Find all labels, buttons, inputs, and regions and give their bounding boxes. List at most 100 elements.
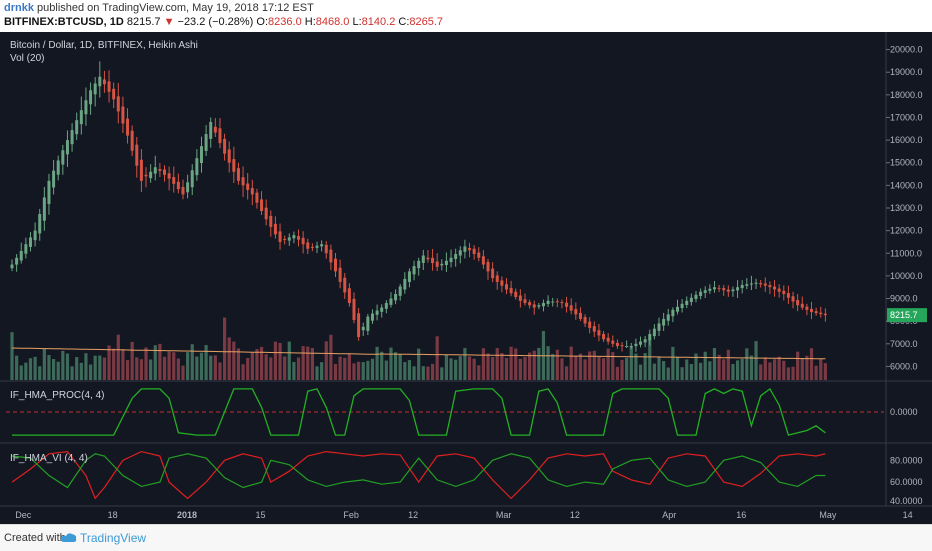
- symbol-label: BITFINEX:BTCUSD, 1D: [4, 16, 124, 28]
- candle-body: [685, 300, 689, 306]
- volume-bar: [791, 366, 795, 380]
- volume-bar: [75, 357, 79, 380]
- time-tick-label: May: [819, 510, 837, 520]
- chart-area[interactable]: 0.0000 80.0000 60.0000 40.0000 6000.0 7000.…: [0, 32, 932, 524]
- candle-body: [454, 254, 458, 259]
- candle-body: [384, 303, 388, 309]
- tradingview-cloud-icon: [60, 533, 77, 542]
- price-tick-label: 13000.0: [890, 203, 923, 213]
- candle-body: [56, 160, 60, 175]
- candle-body: [24, 244, 28, 254]
- volume-bar: [158, 343, 162, 380]
- volume-bar: [606, 348, 610, 380]
- candle-body: [297, 236, 301, 240]
- candle-body: [629, 346, 633, 348]
- candle-body: [648, 333, 652, 341]
- chart-canvas[interactable]: 0.0000 80.0000 60.0000 40.0000 6000.0 7000.…: [0, 32, 932, 524]
- volume-bar: [195, 356, 199, 380]
- candle-body: [717, 287, 721, 289]
- volume-bar: [662, 361, 666, 380]
- candle-body: [652, 328, 656, 337]
- volume-bar: [130, 341, 134, 380]
- volume-bar: [186, 352, 190, 380]
- volume-bar: [241, 364, 245, 380]
- volume-bar: [84, 353, 88, 380]
- volume-bar: [574, 355, 578, 380]
- candle-body: [167, 173, 171, 179]
- author-link[interactable]: drnkk: [4, 2, 34, 14]
- volume-bar: [370, 358, 375, 380]
- volume-bar: [486, 353, 490, 380]
- candle-body: [139, 159, 143, 181]
- candle-body: [149, 171, 153, 179]
- candle-body: [546, 300, 550, 304]
- volume-bar: [42, 348, 46, 380]
- volume-bar: [347, 353, 351, 380]
- candle-body: [19, 251, 23, 261]
- volume-bar: [343, 357, 347, 380]
- volume-bar: [403, 362, 407, 380]
- volume-bar: [287, 341, 291, 380]
- candle-body: [394, 294, 398, 301]
- candle-body: [472, 248, 476, 255]
- volume-bar: [417, 348, 421, 380]
- volume-bar: [689, 363, 693, 380]
- volume-bar: [259, 346, 264, 380]
- volume-bar: [652, 363, 656, 380]
- candle-body: [190, 170, 194, 188]
- volume-bar: [449, 358, 453, 380]
- candle-body: [620, 345, 624, 347]
- tradingview-brand[interactable]: TradingView: [80, 531, 147, 545]
- volume-bar: [125, 360, 130, 380]
- price-tick-label: 7000.0: [890, 339, 918, 349]
- candle-body: [218, 128, 222, 144]
- volume-bar: [731, 364, 735, 380]
- candle-body: [227, 149, 231, 163]
- price-tick-label: 6000.0: [890, 361, 918, 371]
- volume-bar: [745, 348, 749, 380]
- candle-body: [260, 199, 264, 212]
- volume-bar: [149, 359, 153, 380]
- volume-bar: [292, 361, 296, 380]
- volume-bar: [592, 350, 596, 380]
- candle-body: [541, 303, 545, 307]
- time-tick-label: 12: [570, 510, 580, 520]
- candle-body: [375, 310, 379, 315]
- open-label: O:: [256, 16, 269, 28]
- down-arrow-icon: ▼: [163, 16, 175, 28]
- candle-body: [468, 247, 472, 251]
- volume-bar: [671, 346, 675, 380]
- volume-bar: [398, 353, 402, 380]
- volume-bar: [153, 345, 157, 380]
- volume-bar: [805, 355, 809, 380]
- candle-body: [694, 294, 698, 299]
- candle-body: [28, 237, 32, 247]
- candle-body: [186, 182, 190, 193]
- volume-bar: [523, 357, 527, 380]
- candle-body: [102, 79, 106, 85]
- volume-bar: [504, 357, 509, 380]
- volume-bar: [430, 363, 435, 380]
- volume-bar: [564, 366, 569, 380]
- candle-body: [389, 298, 393, 305]
- volume-bar: [10, 332, 14, 380]
- vi-indicator-label: IF_HMA_VI (4, 4): [10, 453, 88, 464]
- volume-bar: [782, 360, 786, 380]
- candle-body: [273, 223, 277, 235]
- candle-body: [514, 291, 518, 298]
- volume-bar: [680, 367, 684, 380]
- volume-bar: [204, 345, 208, 380]
- candle-body: [172, 177, 176, 184]
- volume-bar: [500, 353, 504, 380]
- time-tick-label: 18: [108, 510, 118, 520]
- candle-body: [75, 120, 79, 135]
- volume-bar: [444, 354, 449, 380]
- candle-body: [551, 301, 555, 303]
- volume-bar: [112, 348, 116, 380]
- volume-bar: [772, 359, 777, 380]
- candle-body: [657, 323, 661, 331]
- high-label: H:: [304, 16, 316, 28]
- candle-body: [726, 289, 730, 292]
- candle-body: [213, 126, 217, 133]
- candle-body: [89, 90, 93, 105]
